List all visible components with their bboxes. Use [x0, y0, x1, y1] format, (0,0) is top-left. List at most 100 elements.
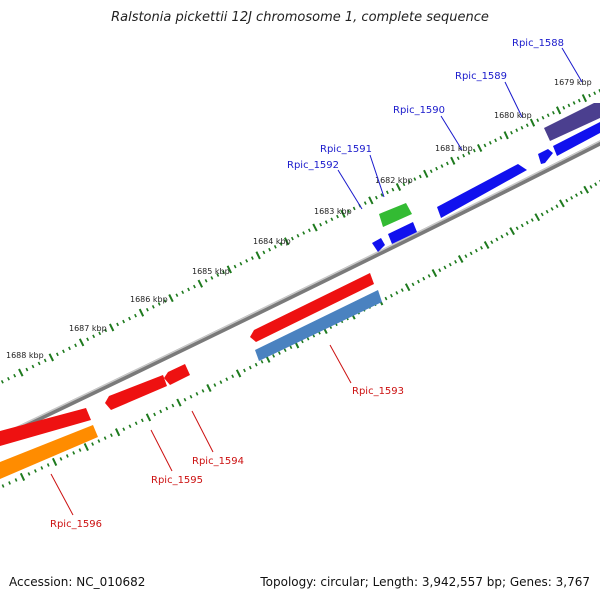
outer-tick: [55, 352, 59, 357]
chromosome-backbone: [0, 140, 600, 440]
inner-tick: [505, 232, 509, 236]
leader-rpic-1590: [440, 115, 463, 151]
inner-tick: [72, 451, 76, 455]
gene-rpic-1596[interactable]: [0, 408, 91, 446]
inner-tick: [534, 213, 541, 222]
inner-tick: [509, 227, 515, 236]
inner-tick: [570, 196, 574, 200]
outer-tick: [284, 237, 290, 246]
outer-tick: [503, 131, 509, 140]
forward-genes: [372, 103, 600, 252]
gene-rpic-1593b[interactable]: [255, 290, 382, 361]
gene-rpic-1590[interactable]: [437, 164, 527, 218]
gene-rpic-1589b[interactable]: [553, 122, 600, 156]
leader-rpic-1595: [150, 429, 173, 472]
outer-tick: [330, 217, 334, 222]
label-rpic-1593[interactable]: Rpic_1593: [352, 386, 404, 397]
outer-tick: [374, 195, 378, 200]
inner-tick: [559, 199, 565, 208]
inner-tick: [480, 246, 483, 250]
inner-tick: [404, 283, 411, 292]
inner-tick: [27, 472, 31, 476]
outer-tick: [138, 308, 145, 317]
gene-rpic-1595[interactable]: [105, 375, 167, 410]
outer-tick: [312, 223, 318, 232]
inner-tick: [454, 260, 458, 264]
inner-tick: [300, 339, 304, 344]
outer-tick: [499, 135, 503, 140]
leader-rpic-1588: [561, 47, 583, 83]
inner-tick: [416, 279, 420, 284]
outer-tick: [391, 187, 395, 192]
inner-tick: [46, 463, 50, 467]
reverse-leaders: [50, 344, 352, 516]
inner-tick: [231, 374, 235, 379]
outer-tick: [78, 338, 85, 347]
inner-tick: [594, 182, 598, 186]
gene-rpic-1588[interactable]: [544, 103, 600, 141]
outer-tick: [494, 138, 498, 143]
inner-tick: [225, 377, 229, 382]
gene-rpic-1591[interactable]: [379, 203, 412, 227]
inner-tick: [384, 296, 388, 301]
tick-label-1686: 1686 kbp: [130, 295, 168, 304]
label-rpic-1592[interactable]: Rpic_1592: [287, 160, 339, 171]
outer-tick: [239, 261, 243, 266]
reverse-gene-labels: Rpic_1593 Rpic_1594 Rpic_1595 Rpic_1596: [50, 386, 404, 530]
label-rpic-1594[interactable]: Rpic_1594: [192, 456, 244, 467]
outer-tick: [456, 156, 460, 161]
outer-tick: [104, 328, 108, 333]
inner-tick: [575, 193, 578, 197]
gene-rpic-1592b[interactable]: [372, 238, 385, 252]
inner-tick: [525, 220, 529, 225]
outer-tick: [407, 179, 411, 184]
tick-label-1681: 1681 kbp: [435, 144, 473, 153]
inner-tick: [91, 442, 95, 446]
outer-tick: [593, 91, 597, 96]
gene-rpic-1594[interactable]: [164, 364, 190, 385]
inner-tick: [219, 380, 223, 384]
inner-tick: [427, 274, 431, 278]
accession-text: Accession: NC_010682: [9, 575, 146, 589]
inner-tick: [550, 207, 554, 211]
inner-tick: [97, 439, 101, 443]
label-rpic-1590[interactable]: Rpic_1590: [393, 105, 445, 116]
label-rpic-1596[interactable]: Rpic_1596: [50, 519, 102, 530]
outer-tick: [245, 259, 249, 263]
label-rpic-1588[interactable]: Rpic_1588: [512, 38, 564, 49]
inner-tick: [283, 348, 287, 352]
inner-tick: [134, 421, 138, 426]
tick-label-1684: 1684 kbp: [253, 237, 291, 246]
outer-tick: [429, 169, 433, 174]
inner-tick: [411, 282, 415, 287]
tick-labels: 1679 kbp 1680 kbp 1681 kbp 1682 kbp 1683…: [6, 78, 592, 360]
label-rpic-1595[interactable]: Rpic_1595: [151, 475, 203, 486]
gene-rpic-1593[interactable]: [250, 273, 374, 342]
tick-label-1682: 1682 kbp: [375, 176, 413, 185]
gene-rpic-1589[interactable]: [538, 149, 553, 164]
outer-tick: [0, 380, 4, 384]
leader-rpic-1594: [191, 410, 214, 453]
inner-tick: [457, 255, 464, 263]
outer-tick: [151, 305, 155, 309]
inner-tick: [431, 269, 438, 278]
outer-tick: [510, 130, 513, 135]
inner-tick: [140, 418, 144, 423]
inner-tick: [195, 392, 199, 396]
label-rpic-1591[interactable]: Rpic_1591: [320, 144, 372, 155]
inner-tick: [260, 359, 264, 364]
outer-tick: [43, 358, 47, 363]
inner-tick: [589, 185, 593, 189]
map-title: Ralstonia pickettii 12J chromosome 1, co…: [111, 10, 489, 25]
label-rpic-1589[interactable]: Rpic_1589: [455, 71, 507, 82]
outer-tick: [529, 118, 536, 127]
inner-tick: [530, 218, 534, 222]
inner-tick: [171, 403, 175, 408]
gene-rpic-1592[interactable]: [388, 222, 417, 244]
outer-tick: [48, 353, 54, 362]
outer-tick: [197, 279, 203, 288]
gene-rpic-1596b[interactable]: [0, 425, 98, 479]
outer-tick: [440, 164, 444, 168]
outer-tick: [187, 287, 191, 292]
outer-tick: [98, 331, 102, 336]
